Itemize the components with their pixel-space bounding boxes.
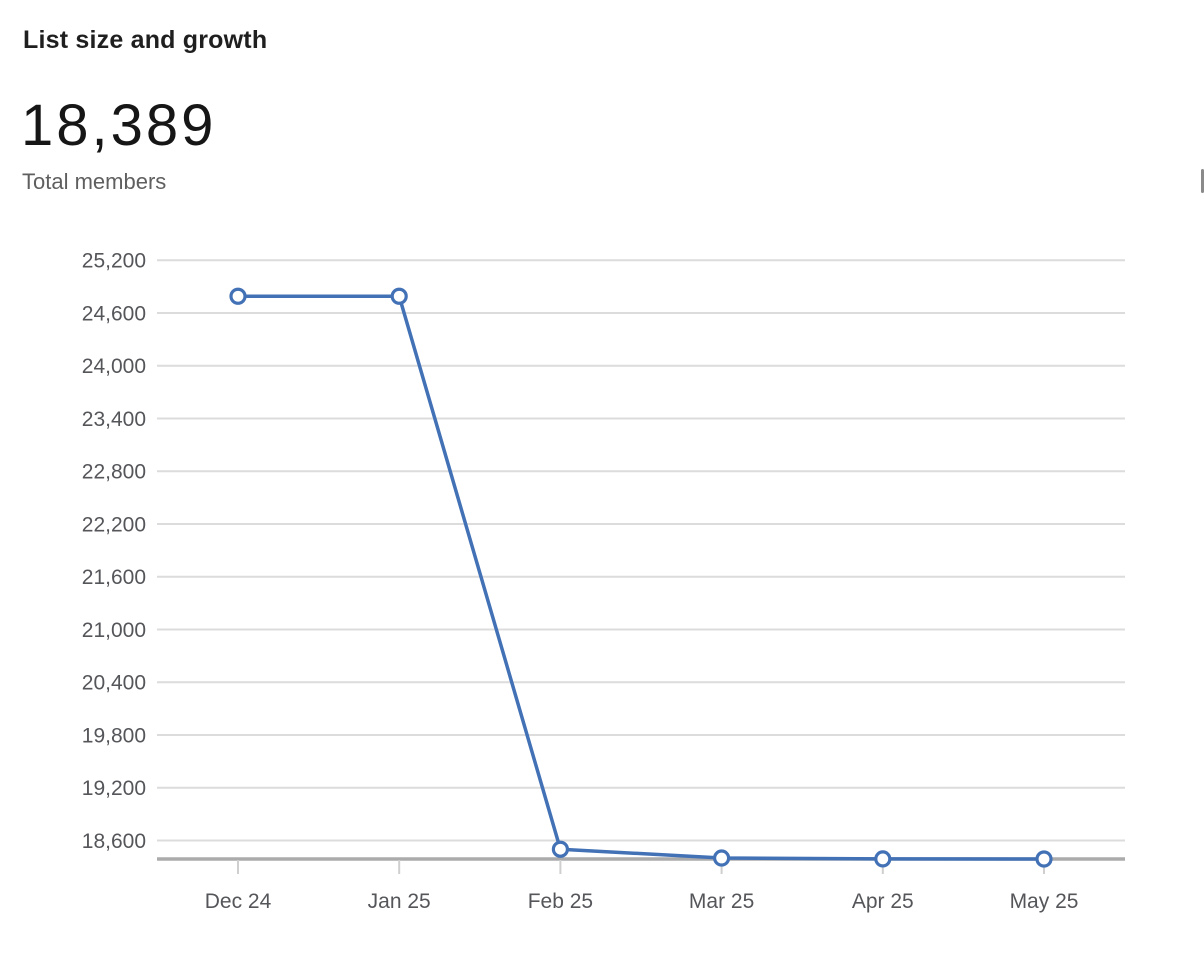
y-axis-label: 24,000 <box>82 355 146 378</box>
data-point-marker[interactable] <box>229 287 247 305</box>
clipped-element-sliver <box>1201 169 1204 193</box>
y-axis-label: 25,200 <box>82 250 146 273</box>
y-axis-label: 22,200 <box>82 513 146 536</box>
y-axis-label: 23,400 <box>82 408 146 431</box>
y-axis-label: 19,200 <box>82 777 146 800</box>
y-axis-label: 21,600 <box>82 566 146 589</box>
total-members-value: 18,389 <box>21 93 217 158</box>
data-point-marker[interactable] <box>390 287 408 305</box>
data-point-marker[interactable] <box>712 849 731 867</box>
x-axis-label: Dec 24 <box>205 890 272 913</box>
page-title: List size and growth <box>23 26 268 54</box>
x-axis-label: Apr 25 <box>852 890 914 913</box>
total-members-label: Total members <box>22 169 167 194</box>
data-point-marker[interactable] <box>874 850 892 868</box>
y-axis-label: 22,800 <box>82 461 146 484</box>
y-axis-label: 20,400 <box>82 672 146 695</box>
y-axis-label: 18,600 <box>82 830 146 853</box>
x-axis-label: Feb 25 <box>528 890 593 913</box>
y-axis-label: 21,000 <box>82 619 146 642</box>
series-line <box>236 294 1046 861</box>
x-axis-label: Jan 25 <box>368 890 431 913</box>
x-axis-label: May 25 <box>1010 890 1079 913</box>
x-axis-label: Mar 25 <box>689 890 754 913</box>
data-point-marker[interactable] <box>1035 850 1053 868</box>
data-point-marker[interactable] <box>551 840 570 858</box>
y-axis-label: 19,800 <box>82 724 146 747</box>
y-axis-label: 24,600 <box>82 302 146 325</box>
